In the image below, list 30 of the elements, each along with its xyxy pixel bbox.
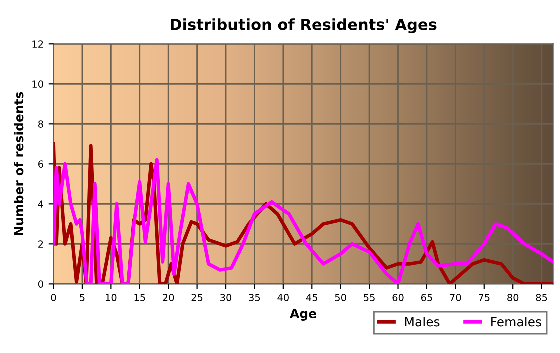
y-tick-label: 10 — [32, 80, 44, 88]
chart-title: Distribution of Residents' Ages — [171, 18, 437, 34]
y-tick-label: 8 — [38, 120, 44, 128]
x-tick-label: 15 — [134, 294, 146, 302]
x-tick-label: 5 — [80, 294, 85, 302]
x-tick-label: 20 — [163, 294, 174, 302]
x-tick-label: 70 — [450, 294, 462, 302]
x-tick-label: 10 — [106, 294, 117, 302]
y-tick-label: 4 — [38, 200, 44, 208]
x-tick-label: 25 — [192, 294, 203, 302]
x-tick-label: 45 — [306, 294, 318, 302]
x-tick-label: 35 — [249, 294, 260, 302]
x-tick-label: 75 — [478, 294, 490, 302]
x-tick-label: 50 — [335, 294, 346, 302]
legend-label: Females — [492, 317, 542, 327]
y-tick-label: 0 — [38, 280, 44, 288]
x-tick-label: 30 — [220, 294, 232, 302]
x-axis-title: Age — [290, 309, 316, 321]
x-tick-label: 60 — [392, 294, 404, 302]
x-tick-label: 55 — [364, 294, 375, 302]
legend-label: Males — [405, 317, 440, 327]
x-tick-label: 0 — [51, 294, 56, 302]
x-tick-label: 85 — [536, 294, 548, 302]
x-tick-label: 80 — [508, 294, 519, 302]
x-tick-label: 65 — [421, 294, 432, 302]
x-tick-label: 40 — [278, 294, 289, 302]
y-tick-label: 6 — [38, 160, 44, 168]
y-axis-title: Number of residents — [14, 92, 24, 236]
y-tick-label: 2 — [38, 240, 44, 248]
y-tick-label: 12 — [32, 40, 44, 48]
